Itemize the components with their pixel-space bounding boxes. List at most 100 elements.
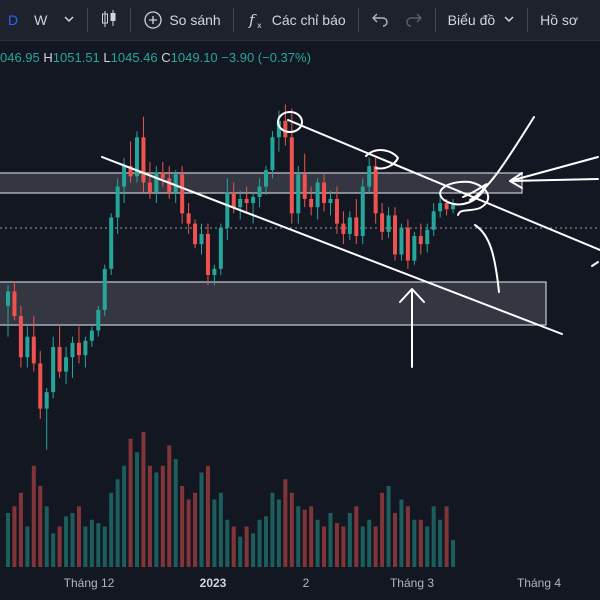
high-value: 1051.51 [52, 50, 100, 65]
candle-body [231, 192, 236, 208]
candle-body [354, 217, 359, 236]
support-zone-box[interactable] [0, 281, 547, 326]
redo-button[interactable] [397, 0, 431, 40]
hand-drawings [101, 111, 600, 368]
candle-body [173, 174, 178, 193]
redo-icon [405, 10, 423, 31]
interval-dropdown-button[interactable] [55, 0, 83, 40]
volume-bar [167, 445, 172, 567]
volume-bar [270, 492, 275, 567]
candle-body [302, 174, 307, 199]
volume-bar [64, 516, 69, 567]
second-top-marker[interactable] [365, 149, 399, 170]
high-label: H [43, 50, 53, 65]
indicators-label: Các chỉ báo [271, 12, 346, 28]
x-tick-label: 2023 [200, 576, 227, 590]
candle-body [212, 268, 217, 275]
volume-bar [438, 519, 443, 567]
candle-body [315, 182, 320, 208]
volume-bar [405, 506, 410, 567]
volume-bar [225, 519, 230, 567]
volume-bar [322, 526, 327, 567]
candle-body [283, 120, 288, 138]
candles-icon [100, 9, 118, 32]
volume-bar [360, 526, 365, 567]
volume-bar [160, 465, 165, 567]
x-tick-label: Tháng 12 [64, 576, 115, 590]
profile-button[interactable]: Hồ sơ [532, 0, 586, 40]
candle-body [18, 316, 23, 358]
compare-button[interactable]: So sánh [135, 0, 228, 40]
volume-bar [109, 492, 114, 567]
candle-body [393, 215, 397, 255]
left-arrow-drawing[interactable] [509, 156, 599, 189]
channel-lower-trendline[interactable] [101, 156, 563, 335]
candle-body [199, 233, 204, 245]
edge-mark[interactable] [591, 261, 599, 267]
volume-bar [141, 432, 146, 567]
candle-body [238, 198, 243, 208]
volume-bar [76, 506, 81, 567]
candle-body [44, 392, 49, 409]
candle-body [367, 166, 372, 187]
candle-style-button[interactable] [92, 0, 126, 40]
downward-stroke[interactable] [474, 224, 500, 293]
volume-bar [173, 459, 178, 567]
volume-bar [399, 499, 404, 567]
volume-bar [251, 533, 256, 567]
candle-body [276, 120, 281, 138]
candle-body [12, 291, 17, 317]
volume-bar [83, 526, 88, 567]
volume-bar [51, 533, 56, 567]
candle-body [322, 182, 327, 204]
candle-body [160, 172, 165, 179]
top-marker-circle[interactable] [277, 111, 303, 133]
volume-bar [147, 465, 152, 567]
volume-bar [264, 516, 268, 567]
candle-body [205, 233, 210, 275]
candle-body [186, 213, 191, 224]
volume-bar [44, 506, 49, 567]
candle-body [296, 174, 301, 214]
candle-body [309, 198, 314, 208]
volume-bar [89, 519, 94, 567]
ohlc-legend: 046.95 H1051.51 L1045.46 C1049.10 −3.90 … [0, 50, 311, 65]
chart-type-button[interactable]: Biểu đồ [440, 0, 523, 40]
volume-bar [302, 509, 307, 567]
volume-bar [212, 499, 217, 567]
upward-stroke[interactable] [469, 116, 535, 201]
volume-bar [283, 479, 288, 567]
volume-bar [96, 523, 101, 567]
candle-body [96, 309, 101, 331]
candle-body [193, 223, 198, 245]
interval-week-button[interactable]: W [26, 0, 55, 40]
price-chart[interactable]: Tháng 12 2023 2 Tháng 3 Tháng 4 [0, 40, 600, 600]
volume-bar [386, 486, 391, 567]
volume-bar [244, 526, 249, 567]
candle-body [431, 211, 436, 230]
candle-body [438, 203, 443, 212]
candle-body [244, 198, 249, 204]
volume-bar [257, 519, 262, 567]
candle-body [328, 198, 333, 204]
candle-body [180, 174, 185, 214]
volume-bar [186, 499, 191, 567]
candle-body [6, 291, 10, 306]
toolbar-divider [434, 8, 436, 32]
volume-bar [115, 479, 120, 567]
volume-bars [6, 432, 456, 567]
interval-day-button[interactable]: D [0, 0, 26, 40]
channel-upper-trendline[interactable] [287, 119, 600, 251]
volume-bar [309, 506, 314, 567]
candle-body [386, 215, 391, 232]
volume-bar [393, 513, 397, 567]
up-arrow-drawing[interactable] [399, 288, 425, 368]
undo-button[interactable] [363, 0, 397, 40]
svg-text:x: x [257, 21, 262, 30]
candle-body [334, 198, 339, 224]
volume-bar [296, 506, 301, 567]
candle-body [141, 137, 146, 183]
candle-body [25, 336, 30, 358]
